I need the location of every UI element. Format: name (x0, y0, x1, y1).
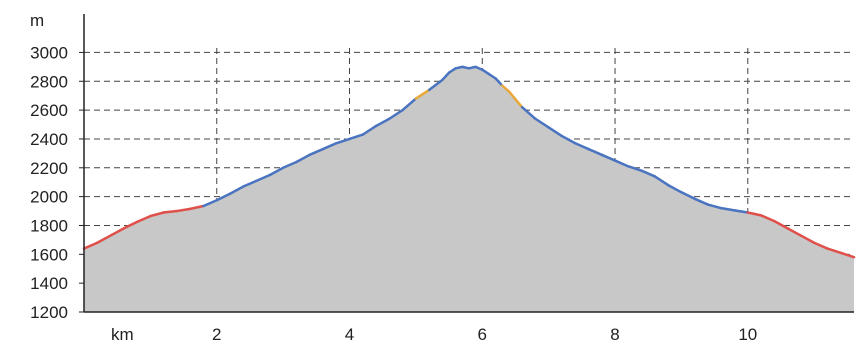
elevation-line-segment (281, 160, 298, 170)
y-tick-label: 1600 (30, 245, 68, 264)
y-tick-label: 2000 (30, 188, 68, 207)
elevation-line-segment (799, 234, 816, 245)
elevation-line-segment (175, 207, 192, 213)
x-tick-label: 8 (610, 325, 619, 344)
elevation-line-segment (839, 251, 856, 259)
elevation-line-segment (653, 175, 670, 187)
elevation-line-segment (786, 227, 803, 237)
elevation-line-segment (733, 209, 750, 214)
elevation-line-layer (82, 65, 856, 259)
elevation-area-fill (84, 66, 854, 312)
elevation-line-segment (587, 147, 604, 157)
elevation-line-segment (348, 133, 365, 141)
elevation-line-segment (719, 206, 736, 212)
axis-layer: 1200 1400 1600 1800 2000 2200 2400 2600 2800 3000… (30, 14, 854, 344)
y-tick-label: 1800 (30, 216, 68, 235)
elevation-line-segment (706, 203, 723, 210)
elevation-line-segment (162, 209, 179, 214)
elevation-line-segment (666, 183, 683, 194)
elevation-line-segment (321, 142, 338, 151)
x-tick-label: 4 (345, 325, 354, 344)
elevation-line-segment (308, 147, 325, 157)
x-tick-label: 10 (738, 325, 757, 344)
elevation-line-segment (202, 198, 219, 208)
elevation-line-segment (693, 197, 710, 206)
y-axis-unit-label: m (30, 11, 44, 30)
elevation-line-segment (401, 97, 418, 112)
elevation-line-segment (295, 153, 311, 164)
elevation-line-segment (255, 173, 272, 183)
elevation-line-segment (487, 72, 497, 80)
x-tick-label: 6 (478, 325, 487, 344)
elevation-line-segment (414, 88, 431, 100)
y-tick-label: 2200 (30, 159, 68, 178)
elevation-line-segment (573, 142, 590, 151)
elevation-line-segment (228, 185, 245, 195)
elevation-line-segment (481, 68, 491, 76)
elevation-line-segment (494, 77, 504, 87)
elevation-line-segment (82, 241, 99, 250)
y-tick-label: 3000 (30, 43, 68, 62)
y-tick-label: 1200 (30, 303, 68, 322)
y-tick-label: 2600 (30, 101, 68, 120)
elevation-line-segment (507, 90, 524, 109)
elevation-line-segment (447, 67, 457, 74)
elevation-line-segment (547, 126, 564, 138)
elevation-line-segment (215, 192, 232, 202)
elevation-line-segment (122, 220, 139, 230)
elevation-line-segment (773, 219, 789, 230)
elevation-line-segment (388, 108, 404, 121)
y-tick-label: 2800 (30, 72, 68, 91)
elevation-line-segment (374, 117, 391, 128)
elevation-line-segment (826, 247, 842, 255)
elevation-line-segment (520, 105, 537, 121)
elevation-line-segment (96, 234, 112, 245)
y-tick-label: 1400 (30, 274, 68, 293)
x-axis-unit-label: km (111, 325, 134, 344)
elevation-line-segment (427, 78, 444, 92)
elevation-line-segment (109, 227, 126, 237)
elevation-line-segment (268, 166, 285, 177)
y-tick-label: 2400 (30, 130, 68, 149)
elevation-line-segment (500, 84, 511, 93)
elevation-line-segment (812, 241, 829, 250)
elevation-line-segment (640, 169, 657, 178)
elevation-line-segment (534, 117, 550, 129)
elevation-line-segment (600, 153, 617, 162)
elevation-line-segment (242, 179, 258, 188)
elevation-line-segment (746, 211, 763, 217)
elevation-line-segment (560, 134, 577, 145)
elevation-line-segment (441, 71, 451, 82)
elevation-line-segment (188, 204, 205, 211)
elevation-line-segment (135, 214, 152, 224)
x-tick-label: 2 (212, 325, 221, 344)
elevation-line-segment (613, 159, 630, 168)
elevation-line-segment (759, 214, 776, 223)
elevation-line-segment (361, 124, 378, 136)
elevation-line-segment (149, 211, 165, 218)
elevation-line-segment (334, 137, 351, 145)
elevation-line-segment (627, 165, 643, 172)
elevation-line-segment (680, 191, 696, 201)
